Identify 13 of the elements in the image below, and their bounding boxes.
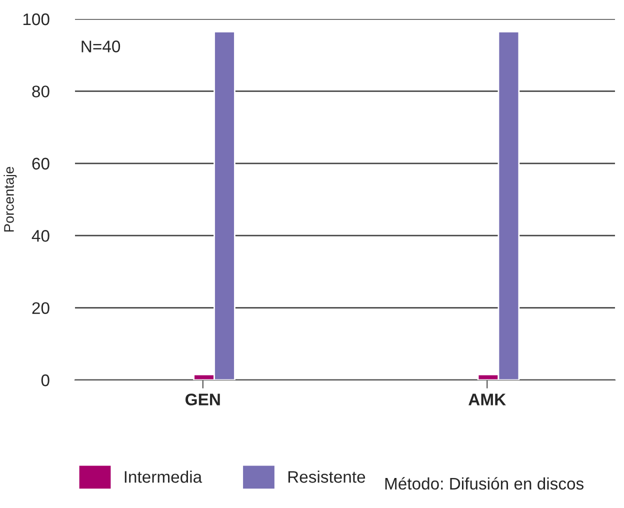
x-tick-label: AMK <box>468 394 506 406</box>
legend-label: Intermedia <box>124 470 202 483</box>
y-tick-label: 0 <box>41 374 50 386</box>
y-axis-title: Porcentaje <box>4 166 17 232</box>
y-tick-label: 100 <box>23 13 50 26</box>
y-tick-label: 60 <box>32 158 50 170</box>
text: Método: Difusión en discos <box>385 477 584 490</box>
annotation: N=40 <box>82 40 120 52</box>
y-tick-label: 20 <box>32 302 50 314</box>
legend-label: Resistente <box>288 470 366 483</box>
x-tick-label: GEN <box>186 394 220 406</box>
y-tick-label: 40 <box>32 230 50 242</box>
y-tick-label: 80 <box>32 86 50 98</box>
